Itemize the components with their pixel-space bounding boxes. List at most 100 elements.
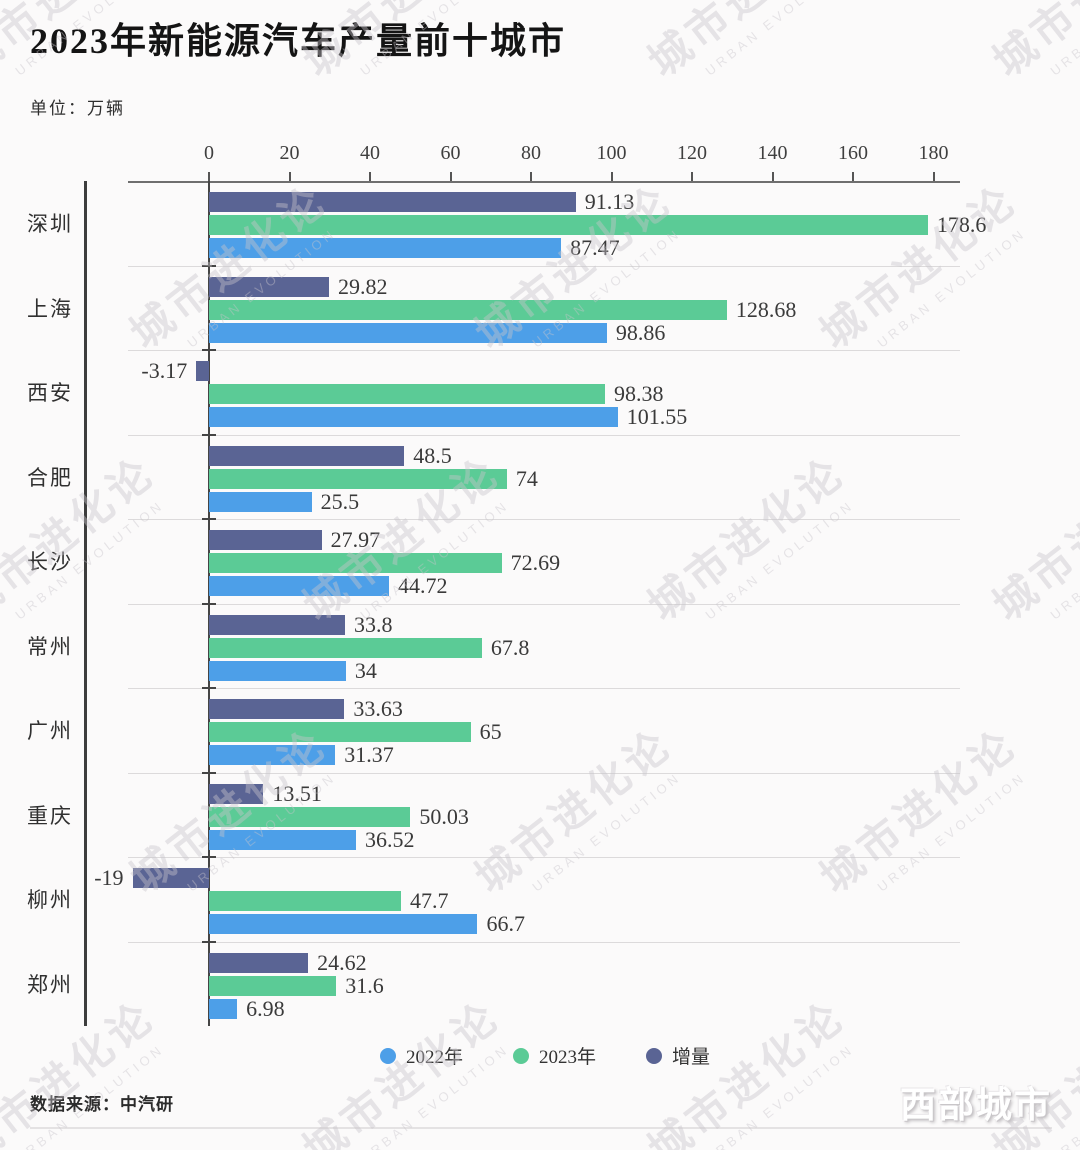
baseline-tick bbox=[202, 687, 216, 689]
bar-2023年 bbox=[209, 553, 502, 573]
value-label: -19 bbox=[94, 865, 124, 890]
category-label: 长沙 bbox=[27, 550, 73, 575]
value-label: 31.6 bbox=[345, 972, 384, 998]
x-axis-tick bbox=[771, 172, 774, 181]
category-label: 西安 bbox=[27, 381, 73, 406]
unit-label: 单位：万辆 bbox=[30, 99, 125, 118]
bar-2023年 bbox=[209, 299, 727, 320]
legend-dot-icon bbox=[512, 1047, 529, 1064]
category-label: 合肥 bbox=[27, 465, 73, 490]
group-separator bbox=[128, 688, 960, 689]
value-label: 72.69 bbox=[510, 550, 561, 575]
bar-2023年 bbox=[209, 891, 401, 911]
value-label: 65 bbox=[479, 719, 502, 744]
category-label: 柳州 bbox=[27, 888, 73, 913]
legend-label: 2023年 bbox=[538, 1047, 596, 1068]
bar-增量 bbox=[132, 868, 209, 888]
x-axis-tick-label: 20 bbox=[279, 142, 300, 164]
x-axis-tick bbox=[852, 172, 854, 181]
category-axis-line bbox=[84, 181, 87, 1026]
x-axis-line bbox=[128, 181, 960, 183]
bar-2022年 bbox=[209, 914, 478, 934]
bar-增量 bbox=[209, 614, 346, 635]
x-axis-tick bbox=[932, 172, 935, 181]
legend-dot-icon bbox=[646, 1047, 662, 1064]
value-label: 29.82 bbox=[338, 273, 388, 299]
category-label: 广州 bbox=[27, 719, 73, 744]
group-separator bbox=[128, 603, 960, 605]
value-label: -3.17 bbox=[141, 358, 188, 383]
bar-2022年 bbox=[209, 745, 336, 765]
legend-label: 2022年 bbox=[405, 1047, 463, 1068]
x-axis-tick-label: 80 bbox=[521, 142, 541, 164]
bar-2023年 bbox=[209, 215, 928, 235]
bar-2022年 bbox=[209, 576, 389, 596]
group-separator bbox=[128, 265, 960, 267]
legend-item: 增量 bbox=[646, 1042, 710, 1069]
bar-增量 bbox=[196, 361, 209, 381]
value-label: 91.13 bbox=[584, 189, 635, 214]
bar-2022年 bbox=[209, 829, 356, 850]
bar-增量 bbox=[209, 530, 322, 550]
baseline-tick bbox=[202, 518, 216, 520]
bar-增量 bbox=[209, 276, 330, 297]
x-axis-tick bbox=[530, 172, 532, 181]
value-label: 25.5 bbox=[320, 488, 360, 514]
x-axis-tick-label: 40 bbox=[360, 142, 380, 164]
baseline-tick bbox=[202, 264, 216, 267]
value-label: 98.38 bbox=[613, 381, 664, 406]
bar-2023年 bbox=[209, 975, 337, 996]
category-label: 上海 bbox=[27, 296, 73, 321]
value-label: 33.63 bbox=[353, 696, 403, 721]
x-axis-tick-label: 140 bbox=[757, 142, 788, 164]
value-label: 74 bbox=[515, 465, 538, 491]
x-axis-tick-label: 120 bbox=[677, 142, 707, 164]
value-label: 48.5 bbox=[413, 442, 452, 468]
baseline-tick bbox=[202, 433, 216, 436]
value-label: 13.51 bbox=[272, 780, 322, 806]
legend-label: 增量 bbox=[672, 1047, 711, 1068]
bar-2022年 bbox=[209, 322, 607, 343]
value-label: 128.68 bbox=[735, 296, 797, 322]
bar-增量 bbox=[209, 952, 309, 973]
value-label: 36.52 bbox=[364, 826, 415, 852]
value-label: 44.72 bbox=[397, 573, 448, 598]
baseline-tick bbox=[202, 349, 216, 351]
x-axis-tick-label: 180 bbox=[918, 142, 949, 164]
x-axis-tick bbox=[369, 172, 371, 181]
chart-legend: 2022年 2023年 增量 bbox=[128, 1042, 962, 1069]
value-label: 34 bbox=[354, 657, 377, 683]
value-label: 31.37 bbox=[344, 742, 394, 767]
value-label: 67.8 bbox=[490, 634, 530, 660]
x-axis-tick bbox=[208, 172, 210, 181]
category-label: 郑州 bbox=[27, 972, 73, 997]
x-axis-tick bbox=[610, 172, 613, 181]
baseline-tick bbox=[202, 856, 216, 858]
value-label: 24.62 bbox=[317, 949, 367, 975]
x-axis-tick bbox=[449, 172, 452, 181]
group-separator bbox=[128, 857, 960, 858]
legend-item: 2022年 bbox=[379, 1042, 463, 1069]
x-axis-tick-label: 0 bbox=[204, 142, 214, 164]
x-axis-tick-label: 60 bbox=[440, 142, 461, 164]
bar-2023年 bbox=[209, 468, 507, 489]
legend-item: 2023年 bbox=[512, 1042, 596, 1069]
bar-增量 bbox=[209, 445, 405, 466]
x-axis-tick bbox=[691, 172, 693, 181]
value-label: 87.47 bbox=[570, 235, 620, 260]
value-label: 6.98 bbox=[246, 995, 285, 1021]
category-label: 重庆 bbox=[27, 803, 73, 828]
bar-增量 bbox=[209, 699, 345, 719]
bar-2023年 bbox=[209, 384, 605, 404]
baseline-tick bbox=[202, 771, 216, 774]
category-label: 深圳 bbox=[27, 212, 73, 237]
group-separator bbox=[128, 519, 960, 520]
bar-2023年 bbox=[209, 806, 411, 827]
group-separator bbox=[128, 772, 960, 774]
bar-2022年 bbox=[209, 238, 562, 258]
bar-2022年 bbox=[209, 491, 312, 512]
value-label: 98.86 bbox=[615, 319, 666, 345]
group-separator bbox=[128, 941, 960, 943]
